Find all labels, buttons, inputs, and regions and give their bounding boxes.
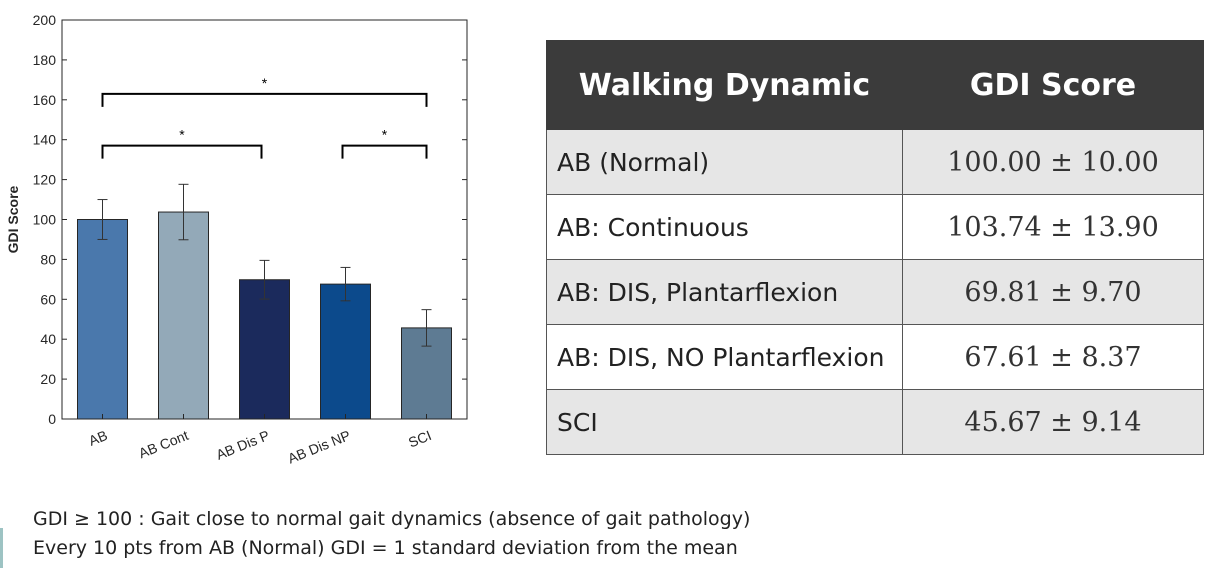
y-tick-label: 40 — [40, 331, 56, 347]
bar-ab-dis-np — [320, 283, 371, 420]
x-tick-label: AB Dis NP — [285, 427, 352, 467]
y-tick-label: 60 — [40, 291, 56, 307]
row-label: SCI — [546, 389, 903, 455]
table-header-row: Walking Dynamic GDI Score — [546, 40, 1204, 130]
bar-ab-cont — [158, 211, 209, 420]
row-label: AB: Continuous — [546, 194, 903, 260]
x-tick-label: AB Dis P — [214, 427, 272, 463]
x-tick-label: AB — [86, 427, 109, 449]
note-line-2: Every 10 pts from AB (Normal) GDI = 1 st… — [33, 537, 738, 559]
row-value: 67.61 ± 8.37 — [902, 324, 1204, 390]
gdi-bar-chart: 0 20 40 60 80 100 120 140 160 180 200 GDI Score AB AB… — [5, 12, 468, 467]
table-row: AB: Continuous 103.74 ± 13.90 — [546, 194, 1204, 260]
row-value: 103.74 ± 13.90 — [902, 194, 1204, 260]
significance-label: * — [179, 127, 185, 143]
y-tick-label: 140 — [33, 132, 57, 148]
header-gdi-score: GDI Score — [902, 40, 1204, 130]
y-tick-label: 200 — [33, 12, 57, 28]
y-tick-label: 20 — [40, 371, 56, 387]
row-label: AB: DIS, NO Plantarflexion — [546, 324, 903, 390]
y-tick-label: 160 — [33, 92, 57, 108]
significance-label: * — [262, 75, 268, 91]
y-tick-label: 0 — [48, 411, 56, 427]
row-label: AB: DIS, Plantarflexion — [546, 259, 903, 325]
table-row: AB (Normal) 100.00 ± 10.00 — [546, 129, 1204, 195]
bar-ab — [77, 219, 128, 420]
header-walking-dynamic: Walking Dynamic — [546, 40, 903, 130]
y-tick-label: 120 — [33, 172, 57, 188]
y-tick-label: 100 — [33, 212, 57, 228]
table-row: SCI 45.67 ± 9.14 — [546, 389, 1204, 455]
significance-bracket — [341, 144, 428, 159]
x-tick-label: SCI — [406, 427, 434, 451]
row-value: 100.00 ± 10.00 — [902, 129, 1204, 195]
x-tick-label: AB Cont — [136, 427, 190, 461]
table-row: AB: DIS, NO Plantarflexion 67.61 ± 8.37 — [546, 324, 1204, 390]
note-line-1: GDI ≥ 100 : Gait close to normal gait dy… — [33, 508, 751, 530]
significance-label: * — [382, 127, 388, 143]
row-value: 45.67 ± 9.14 — [902, 389, 1204, 455]
gdi-score-table: Walking Dynamic GDI Score AB (Normal) 10… — [546, 40, 1204, 455]
significance-bracket — [101, 144, 263, 159]
row-value: 69.81 ± 9.70 — [902, 259, 1204, 325]
side-accent-bar — [0, 528, 3, 568]
y-tick-label: 180 — [33, 52, 57, 68]
footnotes: GDI ≥ 100 : Gait close to normal gait dy… — [33, 505, 750, 563]
y-tick-label: 80 — [40, 251, 56, 267]
significance-bracket — [101, 92, 428, 107]
table-row: AB: DIS, Plantarflexion 69.81 ± 9.70 — [546, 259, 1204, 325]
row-label: AB (Normal) — [546, 129, 903, 195]
y-axis-label: GDI Score — [5, 185, 21, 253]
bar-ab-dis-p — [239, 279, 290, 420]
